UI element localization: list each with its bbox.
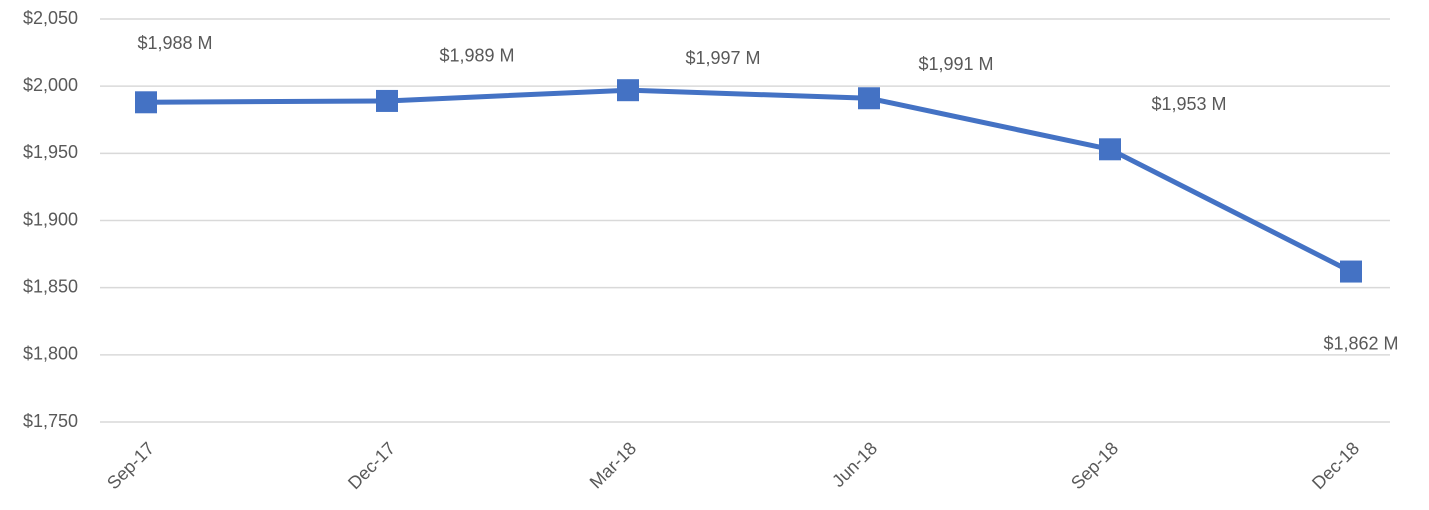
marker [617, 79, 639, 102]
marker [858, 87, 880, 110]
data-label: $1,862 M [1323, 333, 1398, 353]
data-label: $1,953 M [1151, 94, 1226, 114]
x-tick-label: Dec-17 [344, 438, 399, 493]
y-tick-label: $2,000 [23, 75, 78, 95]
x-tick-label: Dec-18 [1308, 438, 1363, 493]
x-tick-label: Jun-18 [828, 438, 881, 491]
data-label: $1,988 M [137, 33, 212, 53]
y-tick-label: $2,050 [23, 8, 78, 28]
x-tick-label: Mar-18 [586, 438, 640, 492]
marker [1340, 260, 1362, 283]
data-label: $1,991 M [918, 54, 993, 74]
line [145, 87, 1353, 274]
y-tick-label: $1,850 [23, 276, 78, 296]
y-tick-label: $1,900 [23, 209, 78, 229]
marker [135, 91, 157, 114]
data-label: $1,997 M [685, 48, 760, 68]
x-tick-label: Sep-18 [1067, 438, 1122, 493]
data-label: $1,989 M [439, 46, 514, 66]
y-tick-label: $1,750 [23, 411, 78, 431]
y-tick-label: $1,800 [23, 344, 78, 364]
x-tick-label: Sep-17 [103, 438, 158, 493]
marker [376, 89, 398, 112]
y-tick-label: $1,950 [23, 142, 78, 162]
marker [1099, 138, 1121, 161]
